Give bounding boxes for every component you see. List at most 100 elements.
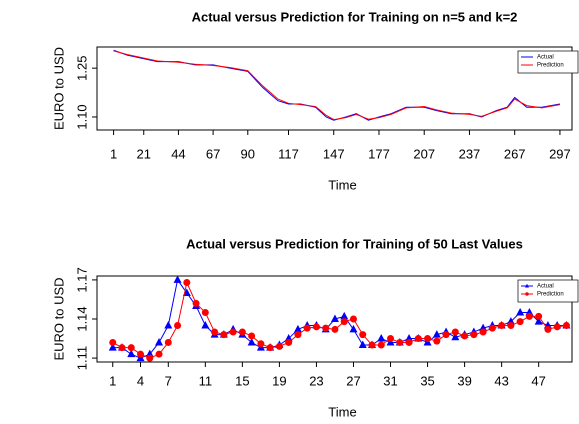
series-line [113,49,561,121]
marker [118,344,126,352]
marker [220,331,228,339]
x-axis-label: Time [328,177,356,192]
marker [414,335,422,343]
marker [229,328,237,336]
marker [155,337,164,346]
x-tick-label: 117 [278,146,299,161]
marker [451,332,460,341]
x-tick-label: 267 [504,146,526,161]
legend-label: Actual [537,55,554,61]
y-axis-label: EURO to USD [51,47,66,130]
legend-label: Prediction [537,63,564,69]
marker [275,342,283,350]
marker [247,337,256,346]
y-axis-label: EURO to USD [51,277,66,360]
x-tick-label: 15 [235,373,249,388]
marker [544,325,552,333]
x-tick-label: 39 [457,373,471,388]
y-tick-label: 1.14 [74,306,89,331]
marker [146,354,154,362]
y-tick-label: 1.17 [74,267,89,292]
series-line [112,280,567,359]
marker [562,322,570,330]
y-tick-label: 1.10 [74,104,89,129]
x-tick-label: 90 [241,146,255,161]
chart-title: Actual versus Prediction for Training of… [186,236,523,251]
marker [442,331,450,339]
marker [525,292,529,296]
x-tick-label: 67 [206,146,220,161]
marker [211,328,219,336]
marker [266,344,274,352]
marker [553,323,561,331]
marker [349,315,357,323]
marker [470,331,478,339]
legend-label: Prediction [537,292,564,298]
marker [183,279,191,287]
marker [433,337,441,345]
legend-label: Actual [537,284,554,290]
marker [155,350,163,358]
marker [238,328,246,336]
plot-box [96,46,573,131]
marker [359,331,367,339]
x-tick-label: 21 [137,146,151,161]
marker [248,332,256,340]
marker [525,312,533,320]
x-tick-label: 4 [137,373,144,388]
marker [377,341,385,349]
x-tick-label: 7 [165,373,172,388]
x-tick-label: 297 [549,146,571,161]
series-line [112,278,567,359]
x-tick-label: 43 [494,373,508,388]
marker [461,332,469,340]
marker [405,338,413,346]
marker [201,308,209,316]
marker [396,338,404,346]
marker [349,324,358,333]
marker [377,334,386,342]
marker [432,330,441,338]
x-tick-label: 23 [309,373,323,388]
marker [479,328,487,336]
marker [201,321,210,329]
marker [516,318,524,326]
marker [525,283,529,288]
x-tick-label: 1 [109,373,116,388]
x-tick-label: 147 [323,146,345,161]
marker [127,349,136,358]
marker [340,311,349,320]
marker [164,321,173,329]
x-axis-label: Time [328,404,356,419]
marker [451,328,459,336]
marker [108,343,117,351]
y-tick-label: 1.11 [74,346,89,370]
x-tick-label: 1 [110,146,117,161]
marker [387,335,395,343]
marker [534,317,543,325]
series-line [113,50,561,121]
marker [424,335,432,343]
marker [498,322,506,330]
x-tick-label: 177 [368,146,390,161]
marker [488,324,496,332]
x-tick-label: 207 [413,146,435,161]
chart-title: Actual versus Prediction for Training on… [192,9,518,24]
marker [173,275,182,283]
marker [358,340,367,349]
y-tick-label: 1.25 [74,56,89,81]
marker [127,344,135,352]
marker [322,324,330,332]
x-tick-label: 35 [420,373,434,388]
x-tick-label: 31 [383,373,397,388]
x-tick-label: 47 [531,373,545,388]
marker [174,322,182,330]
marker [331,325,339,333]
x-tick-label: 19 [272,373,286,388]
marker [109,338,117,346]
x-tick-label: 44 [171,146,185,161]
marker [507,322,515,330]
marker [330,314,339,322]
marker [257,340,265,348]
marker [340,318,348,326]
